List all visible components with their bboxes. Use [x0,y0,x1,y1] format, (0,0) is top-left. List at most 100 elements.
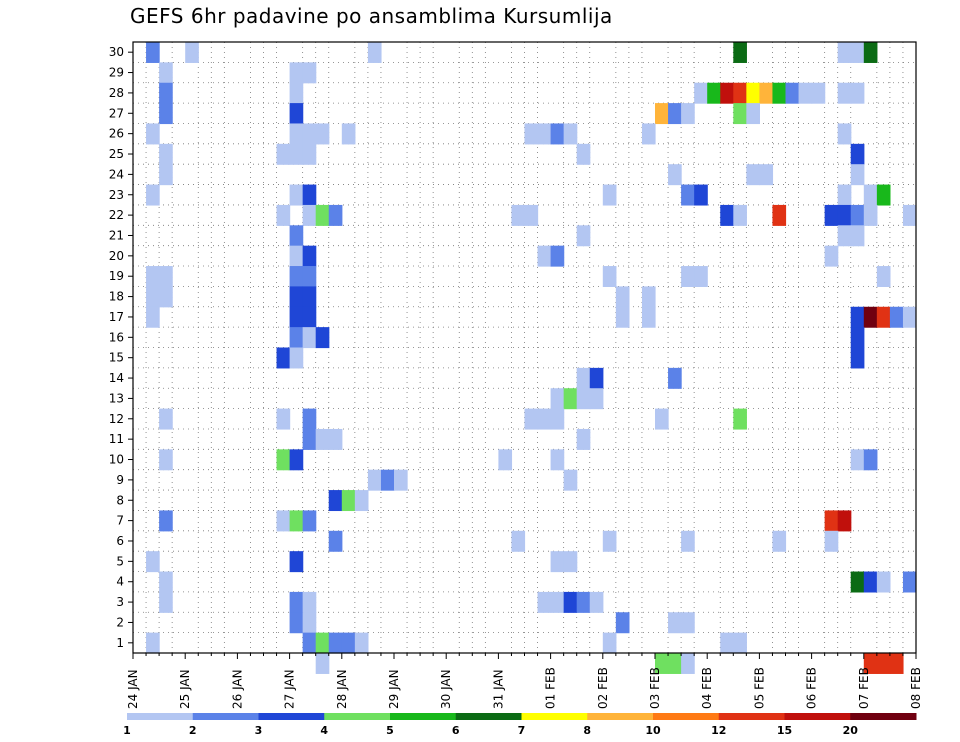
heatmap-cell [146,551,160,573]
x-tick-label: 25 JAN [178,669,192,709]
heatmap-cell [302,184,317,206]
heatmap-cell [837,42,852,63]
y-tick-label: 7 [116,514,124,528]
y-tick-label: 6 [116,534,124,548]
heatmap-cell [302,612,317,634]
y-tick-label: 22 [109,208,124,222]
heatmap-cell [302,123,317,145]
heatmap-cell [341,490,356,512]
y-tick-label: 8 [116,493,124,507]
heatmap-cell [576,225,591,247]
heatmap-cell [302,632,317,654]
x-tick-label: 30 JAN [439,669,453,709]
heatmap-cell [772,204,787,226]
x-tick-label: 31 JAN [491,669,505,709]
colorbar-label: 7 [518,724,526,737]
x-axis: 24 JAN 25 JAN 26 JAN 27 JAN 28 JAN 29 JAN 30 J… [126,653,923,709]
heatmap-cell [850,347,865,369]
heatmap-cell [563,123,578,145]
y-tick-label: 4 [116,575,124,589]
heatmap-cell [576,367,591,389]
heatmap-cell [498,449,513,471]
heatmap-cell [863,571,878,593]
heatmap-cell [289,306,304,328]
heatmap-cell [289,225,304,247]
grid-lines [133,42,916,653]
heatmap-cell [876,571,891,593]
heatmap-cell [681,184,695,206]
heatmap-cell [511,204,526,226]
y-tick-label: 17 [109,310,124,324]
x-tick-label: 29 JAN [387,669,401,709]
heatmap-cell [289,184,304,206]
heatmap-cell [668,612,682,634]
heatmap-cell [681,103,695,125]
colorbar-label: 5 [386,724,394,737]
heatmap-cell [655,408,669,430]
x-tick-label: 01 FEB [544,667,558,709]
heatmap-cell [655,103,669,125]
colorbar-swatch [718,713,785,720]
heatmap-cell [550,449,565,471]
colorbar-label: 1 [123,724,131,737]
x-tick-label: 05 FEB [752,667,766,709]
heatmap-cell [602,266,617,287]
colorbar-swatch [324,713,391,720]
heatmap-cell [537,123,552,145]
heatmap-cell [824,510,839,532]
colorbar: 1 2 3 4 5 6 7 8 10 12 15 20 [123,713,917,737]
heatmap-cell [837,123,852,145]
heatmap-cell [146,123,160,145]
heatmap-cell [850,449,865,471]
y-tick-label: 2 [116,615,124,629]
heatmap-cell [641,123,656,145]
colorbar-label: 6 [452,724,460,737]
heatmap-cell [641,306,656,328]
heatmap-cell [720,632,734,654]
heatmap-cell [863,204,878,226]
colorbar-label: 12 [711,724,726,737]
heatmap-cell [341,632,356,654]
heatmap-cell [550,123,565,145]
heatmap-cell [302,327,317,349]
heatmap-cell [589,367,604,389]
heatmap-cell [159,62,173,84]
x-tick-label: 02 FEB [596,667,610,709]
heatmap-cell [772,82,787,104]
heatmap-cell [850,164,865,186]
heatmap-cell [289,62,304,84]
heatmap-cell [289,286,304,308]
heatmap-cell [159,286,173,308]
y-tick-label: 24 [109,167,124,181]
x-tick-label: 06 FEB [805,667,819,709]
heatmap-cell [302,62,317,84]
heatmap-cell [563,551,578,573]
heatmap-cell [615,306,630,328]
heatmap-cell [550,551,565,573]
heatmap-cell [576,591,591,613]
heatmap-cell [876,266,891,287]
heatmap-cell [850,42,865,63]
heatmap-cell [159,571,173,593]
heatmap-cell [668,103,682,125]
heatmap-cell [837,82,852,104]
heatmap-cell [550,245,565,267]
heatmap-cell [889,653,904,674]
heatmap-cell [159,103,173,125]
heatmap-cell [302,245,317,267]
heatmap-cell [850,82,865,104]
heatmap-cell [902,204,916,226]
y-tick-label: 23 [109,188,124,202]
heatmap-cell [655,653,669,674]
colorbar-swatch [192,713,259,720]
heatmap-cell [302,408,317,430]
heatmap-cell [276,204,291,226]
heatmap-cell [276,449,291,471]
heatmap-cell [550,388,565,410]
heatmap-cell [746,103,760,125]
colorbar-label: 3 [255,724,263,737]
heatmap-cell [772,530,787,552]
heatmap-cell [315,327,330,349]
heatmap-cell [354,490,369,512]
heatmap-cell [850,143,865,165]
